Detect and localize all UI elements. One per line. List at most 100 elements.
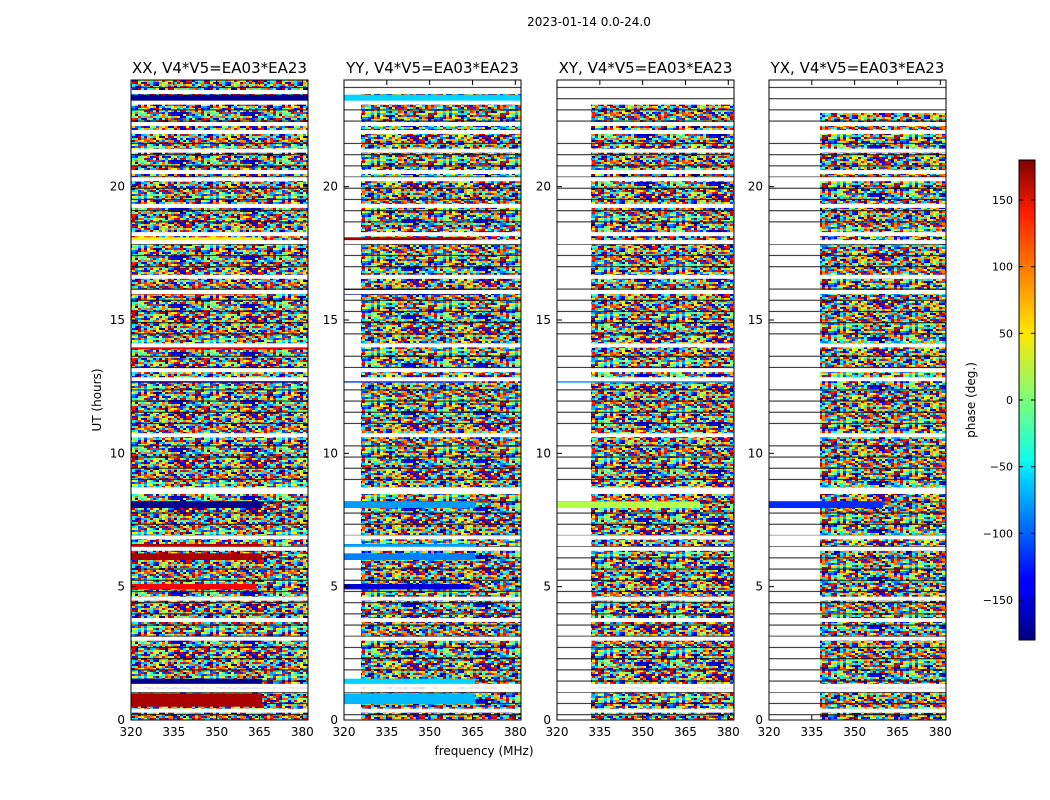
coherent-phase-band <box>344 553 476 560</box>
coherent-phase-band <box>131 693 263 707</box>
flagged-row <box>557 377 734 382</box>
scan-boundary <box>344 221 521 223</box>
x-tick-label: 380 <box>291 725 314 739</box>
flagged-row <box>344 148 521 153</box>
panel-xx: XX, V4*V5=EA03*EA23 320 335 350 365 380 0 5 10 15… <box>110 59 314 739</box>
flagged-row <box>131 343 308 348</box>
flagged-row <box>557 170 734 174</box>
scan-boundary <box>769 243 946 245</box>
phase-noise-field <box>131 80 308 720</box>
scan-boundary <box>557 691 734 693</box>
scan-boundary <box>769 590 946 593</box>
flagged-row <box>557 618 734 622</box>
flagged-row <box>131 203 308 208</box>
y-tick-label: 10 <box>536 446 551 460</box>
flagged-row <box>557 688 734 693</box>
panel-yy: YY, V4*V5=EA03*EA23 320 335 350 365 380 0 5 10 15… <box>323 59 527 739</box>
scan-boundary <box>131 411 308 413</box>
x-axis-label: frequency (MHz) <box>434 744 533 758</box>
scan-boundary <box>131 568 308 570</box>
flagged-row <box>344 290 521 294</box>
scan-boundary <box>769 658 946 660</box>
flagged-row <box>131 274 308 279</box>
y-tick-label: 5 <box>543 580 551 594</box>
x-tick-label: 335 <box>375 725 398 739</box>
flagged-row <box>131 618 308 622</box>
scan-boundary <box>344 243 521 245</box>
y-tick-label: 0 <box>117 713 125 727</box>
scan-boundary <box>557 109 734 111</box>
scan-boundary <box>769 568 946 570</box>
scan-boundary <box>769 680 946 682</box>
flagged-row <box>344 203 521 208</box>
scan-boundary <box>131 176 308 178</box>
scan-boundary <box>557 86 734 89</box>
coherent-phase-band <box>344 693 476 704</box>
scan-boundary <box>557 512 734 514</box>
flagged-row <box>769 290 946 294</box>
flagged-row <box>557 636 734 641</box>
scan-boundary <box>769 702 946 705</box>
scan-boundary <box>769 120 946 122</box>
scan-boundary <box>131 198 308 201</box>
flagged-row <box>344 377 521 382</box>
flagged-row <box>557 100 734 105</box>
flagged-row <box>769 433 946 438</box>
scan-boundary <box>344 187 521 189</box>
scan-boundary <box>769 142 946 145</box>
scan-boundary <box>344 658 521 660</box>
coherent-phase-band <box>344 544 476 548</box>
phase-image <box>344 86 521 720</box>
scan-boundary <box>344 333 521 335</box>
scan-boundary <box>557 333 734 335</box>
scan-boundary <box>557 658 734 660</box>
scan-boundary <box>131 109 308 111</box>
flagged-row <box>131 596 308 601</box>
scan-boundary <box>131 299 308 301</box>
scan-boundary <box>131 254 308 257</box>
scan-boundary <box>769 109 946 111</box>
scan-boundary <box>131 714 308 716</box>
flagged-row <box>769 683 946 688</box>
scan-boundary <box>131 120 308 122</box>
flagged-row <box>769 240 946 245</box>
scan-boundary <box>769 98 946 100</box>
scan-boundary <box>131 221 308 223</box>
scan-boundary <box>769 579 946 581</box>
scan-boundary <box>557 456 734 458</box>
scan-boundary <box>344 635 521 637</box>
coherent-phase-band <box>131 584 257 590</box>
scan-boundary <box>769 411 946 413</box>
scan-boundary <box>131 478 308 481</box>
scan-boundary <box>557 120 734 122</box>
scan-boundary <box>344 366 521 369</box>
flagged-row <box>131 148 308 153</box>
scan-boundary <box>344 389 521 391</box>
y-tick-label: 20 <box>323 180 338 194</box>
scan-boundary <box>557 523 734 525</box>
scan-boundary <box>131 210 308 212</box>
y-tick-label: 20 <box>748 180 763 194</box>
flagged-row <box>557 90 734 94</box>
y-tick-label: 5 <box>755 580 763 594</box>
scan-boundary <box>557 355 734 357</box>
colorbar-label: phase (deg.) <box>964 362 978 438</box>
scan-boundary <box>769 310 946 313</box>
scan-boundary <box>557 602 734 604</box>
scan-boundary <box>557 714 734 716</box>
flagged-row <box>344 636 521 641</box>
flagged-row <box>769 535 946 540</box>
scan-boundary <box>557 142 734 145</box>
y-axis-label: UT (hours) <box>90 368 104 431</box>
scan-boundary <box>344 322 521 324</box>
scan-boundary <box>344 120 521 122</box>
flagged-row <box>769 618 946 622</box>
scan-boundary <box>344 624 521 626</box>
scan-boundary <box>557 243 734 245</box>
scan-boundary <box>344 142 521 145</box>
flagged-row <box>769 368 946 373</box>
y-tick-label: 5 <box>117 580 125 594</box>
flagged-row <box>344 487 521 492</box>
scan-boundary <box>769 400 946 402</box>
scan-boundary <box>344 590 521 593</box>
